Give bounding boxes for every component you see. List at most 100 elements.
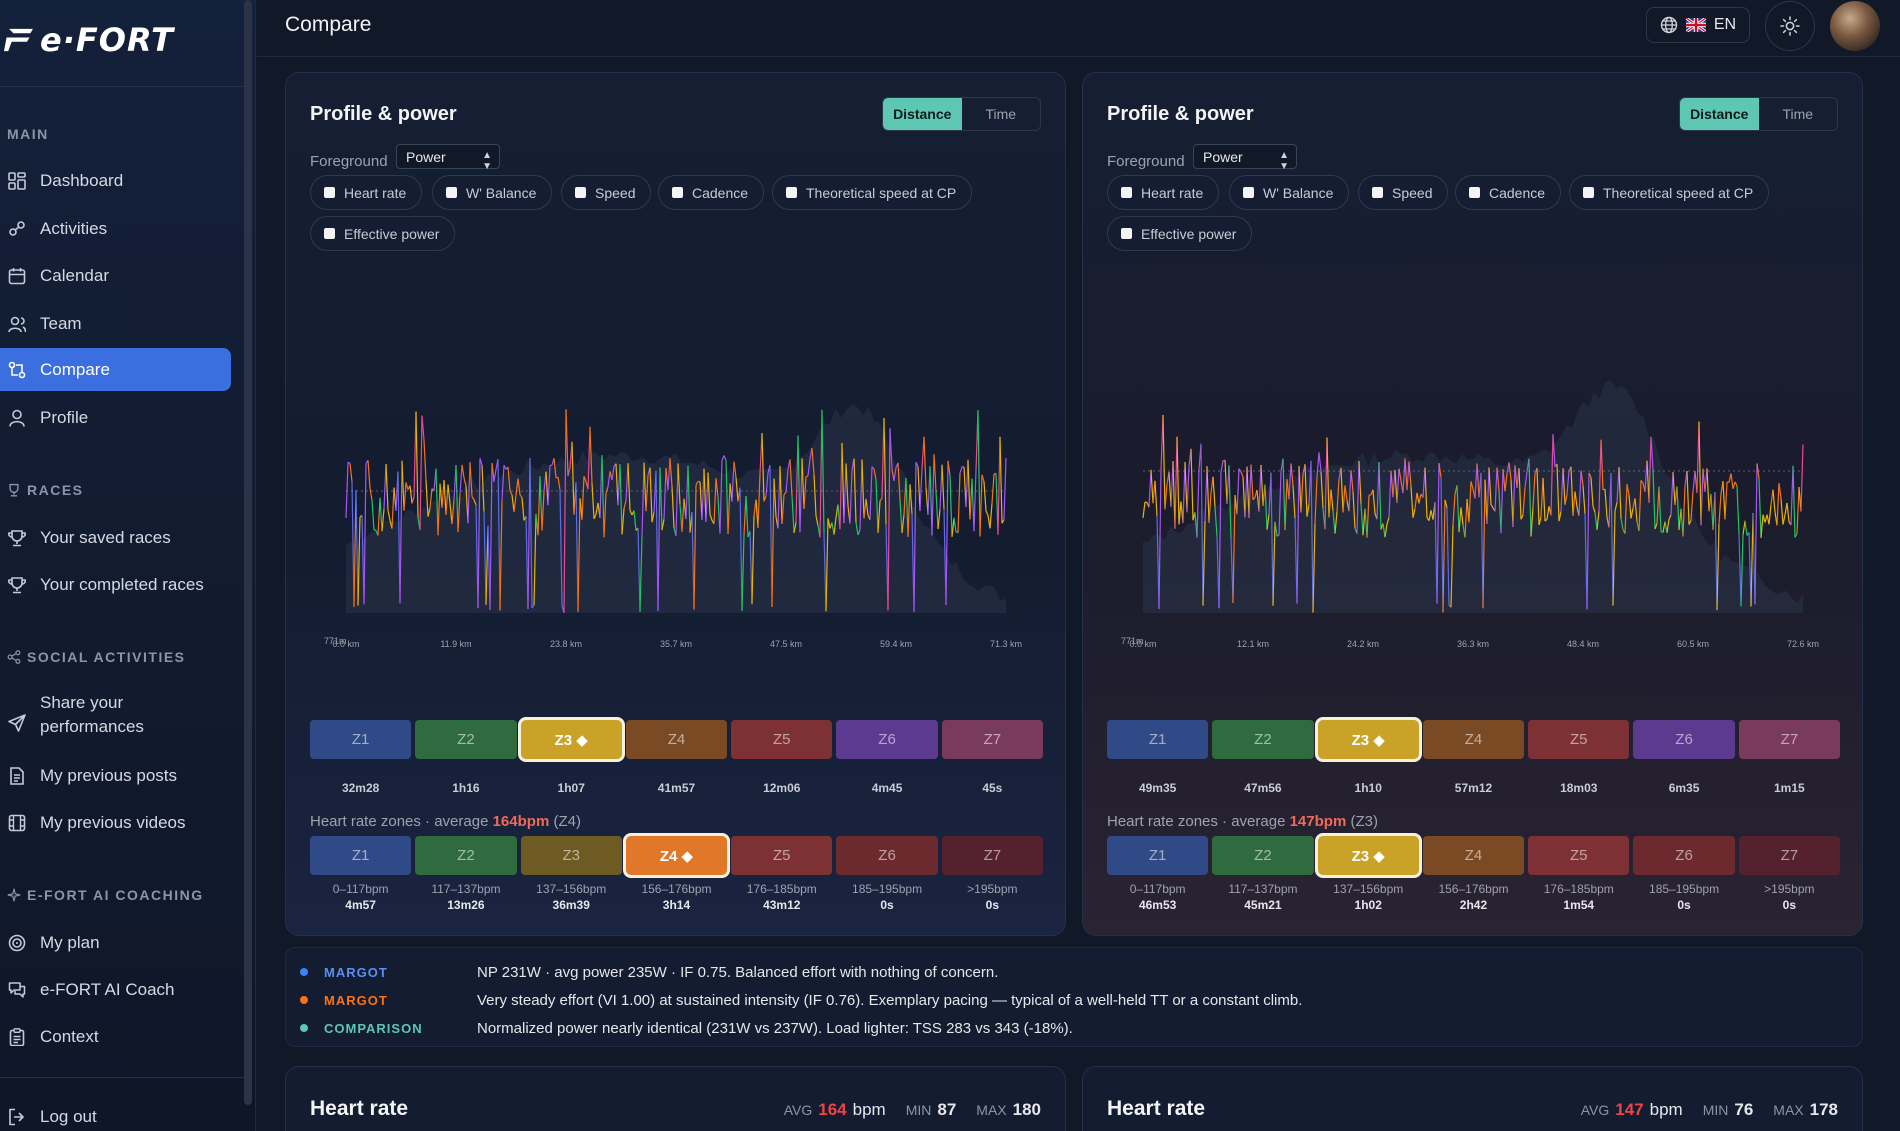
hr-zone-detail: 117–137bpm 13m26 [431, 882, 501, 912]
distance-toggle[interactable]: Distance [883, 98, 962, 130]
profile-power-chart[interactable]: 771m 0.0 km 11.9 km 23.8 km 35.7 km 47.5 km 5… [286, 268, 1066, 663]
power-segment [483, 511, 487, 605]
logout-button[interactable]: Log out [0, 1095, 231, 1131]
profile-power-chart[interactable]: 771m 0.0 km 12.1 km 24.2 km 36.3 km 48.4 km 6… [1083, 268, 1863, 663]
foreground-select[interactable]: Power ▲ ▼ [1193, 144, 1297, 172]
toggle-speed[interactable]: Speed [1358, 175, 1449, 210]
power-zone-1[interactable]: Z1 [1107, 720, 1209, 759]
language-selector[interactable]: EN [1646, 7, 1750, 43]
hr-zone-7[interactable]: Z7 [941, 836, 1043, 875]
power-zone-3[interactable]: Z3 ◆ [1317, 720, 1419, 759]
power-segment [1260, 464, 1264, 506]
zone-time: 57m12 [1454, 781, 1493, 795]
power-segment [427, 508, 431, 517]
power-zone-2[interactable]: Z2 [1212, 720, 1314, 759]
sidebar-scrollbar[interactable] [244, 0, 252, 1105]
foreground-select[interactable]: Power ▲ ▼ [396, 144, 500, 172]
power-segment [939, 464, 943, 510]
power-segment [1318, 452, 1322, 472]
power-segment [405, 482, 409, 490]
distance-time-toggle[interactable]: Distance Time [882, 97, 1041, 131]
power-segment [1524, 471, 1528, 488]
power-segment [1590, 477, 1594, 507]
toggle-speed[interactable]: Speed [561, 175, 652, 210]
power-segment [1686, 470, 1690, 525]
power-zone-3[interactable]: Z3 ◆ [520, 720, 622, 759]
toggle-theoretical-speed[interactable]: Theoretical speed at CP [772, 175, 973, 210]
sidebar-item-previous-videos[interactable]: My previous videos [0, 801, 231, 844]
power-zone-4[interactable]: Z4 [1422, 720, 1525, 759]
power-segment [611, 466, 615, 481]
power-zone-6[interactable]: Z6 [836, 720, 938, 759]
time-toggle[interactable]: Time [985, 106, 1017, 122]
sidebar-item-my-plan[interactable]: My plan [0, 921, 231, 964]
sidebar: e·FORT MAIN Dashboard Activities Calenda… [0, 0, 256, 1131]
toggle-w-balance[interactable]: W' Balance [1229, 175, 1350, 210]
power-segment [731, 461, 735, 502]
sidebar-item-compare[interactable]: Compare [0, 348, 231, 391]
hr-zone-1[interactable]: Z1 [310, 836, 412, 875]
power-segment [1150, 469, 1154, 504]
sidebar-item-previous-posts[interactable]: My previous posts [0, 754, 231, 797]
hr-zone-3[interactable]: Z3 ◆ [1317, 836, 1419, 875]
avatar[interactable] [1830, 1, 1880, 51]
power-segment [603, 493, 607, 538]
efort-logo[interactable]: e·FORT [4, 20, 174, 60]
toggle-theoretical-speed[interactable]: Theoretical speed at CP [1569, 175, 1770, 210]
toggle-effective-power[interactable]: Effective power [310, 216, 456, 251]
x-tick-label: 35.7 km [660, 639, 692, 649]
power-segment [1356, 461, 1360, 534]
toggle-w-balance[interactable]: W' Balance [432, 175, 553, 210]
power-zone-2[interactable]: Z2 [415, 720, 517, 759]
sidebar-item-saved-races[interactable]: Your saved races [0, 516, 231, 559]
hr-zone-4[interactable]: Z4 [1422, 836, 1525, 875]
checkbox [1243, 187, 1254, 198]
power-zone-4[interactable]: Z4 [625, 720, 728, 759]
hr-zone-3[interactable]: Z3 [520, 836, 622, 875]
power-zone-7[interactable]: Z7 [941, 720, 1043, 759]
power-segment [1776, 483, 1780, 526]
power-segment [1652, 470, 1656, 530]
power-segment [889, 428, 893, 470]
hr-zone-6[interactable]: Z6 [1633, 836, 1735, 875]
hr-zone-6[interactable]: Z6 [836, 836, 938, 875]
hr-zone-2[interactable]: Z2 [415, 836, 517, 875]
sidebar-item-dashboard[interactable]: Dashboard [0, 159, 231, 202]
power-segment [863, 498, 867, 519]
power-segment [1564, 494, 1568, 505]
toggle-heart-rate[interactable]: Heart rate [310, 175, 423, 210]
hr-zone-7[interactable]: Z7 [1738, 836, 1840, 875]
sidebar-item-context[interactable]: Context [0, 1015, 231, 1058]
power-segment [397, 471, 401, 604]
time-toggle[interactable]: Time [1782, 106, 1814, 122]
power-zone-7[interactable]: Z7 [1738, 720, 1840, 759]
sidebar-item-share-performances[interactable]: Share your performances [0, 683, 231, 739]
power-segment [557, 477, 561, 490]
hr-zone-5[interactable]: Z5 [1528, 836, 1630, 875]
power-segment [801, 458, 805, 509]
sidebar-item-team[interactable]: Team [0, 302, 231, 345]
distance-toggle[interactable]: Distance [1680, 98, 1759, 130]
sidebar-item-ai-coach[interactable]: e-FORT AI Coach [0, 968, 231, 1011]
sidebar-item-profile[interactable]: Profile [0, 396, 231, 439]
hr-zone-1[interactable]: Z1 [1107, 836, 1209, 875]
power-zone-5[interactable]: Z5 [731, 720, 833, 759]
hr-zone-2[interactable]: Z2 [1212, 836, 1314, 875]
hr-zone-5[interactable]: Z5 [731, 836, 833, 875]
toggle-cadence[interactable]: Cadence [658, 175, 765, 210]
sidebar-item-completed-races[interactable]: Your completed races [0, 563, 231, 606]
hr-zone-4[interactable]: Z4 ◆ [625, 836, 728, 875]
distance-time-toggle[interactable]: Distance Time [1679, 97, 1838, 131]
sidebar-item-activities[interactable]: Activities [0, 207, 231, 250]
theme-toggle-button[interactable] [1765, 1, 1815, 51]
power-segment [1220, 460, 1224, 473]
toggle-cadence[interactable]: Cadence [1455, 175, 1562, 210]
toggle-effective-power[interactable]: Effective power [1107, 216, 1253, 251]
sidebar-item-calendar[interactable]: Calendar [0, 254, 231, 297]
power-segment [347, 461, 351, 464]
toggle-heart-rate[interactable]: Heart rate [1107, 175, 1220, 210]
power-zone-6[interactable]: Z6 [1633, 720, 1735, 759]
power-zone-5[interactable]: Z5 [1528, 720, 1630, 759]
x-tick-label: 59.4 km [880, 639, 912, 649]
power-zone-1[interactable]: Z1 [310, 720, 412, 759]
